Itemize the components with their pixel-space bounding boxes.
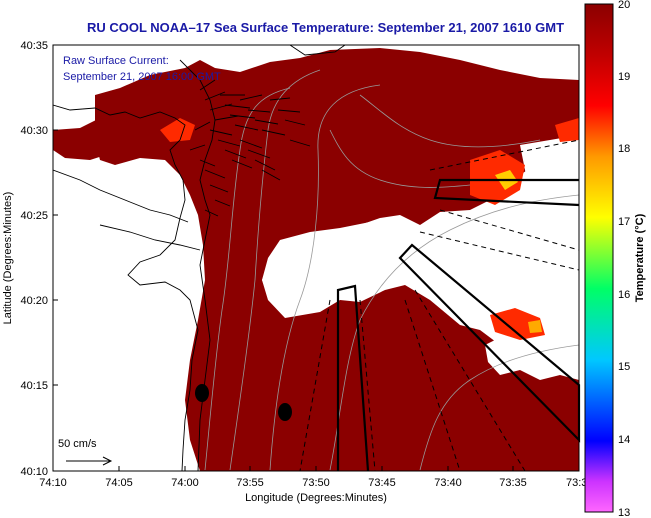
shipping-lane-lines (299, 139, 579, 471)
cloud-gap-center (262, 215, 579, 310)
annotation-line-1: Raw Surface Current: (63, 55, 169, 67)
colorbar-tick-label: 19 (618, 71, 630, 83)
colorbar-tick-label: 14 (618, 434, 630, 446)
colorbar-tick-label: 17 (618, 216, 630, 228)
colorbar-tick-label: 13 (618, 507, 630, 518)
x-tick-label: 73:3 (566, 477, 587, 489)
warm-patch-upper-left (160, 118, 195, 142)
cloud-gap-east (520, 135, 579, 205)
colorbar: 20 19 18 17 16 15 14 13 Temperature (°C) (584, 0, 646, 518)
coastline (53, 45, 346, 471)
warm-patch-east-small (555, 118, 579, 142)
x-axis-label: Longitude (Degrees:Minutes) (245, 492, 387, 504)
current-scale-label: 50 cm/s (58, 438, 97, 450)
x-tick-label: 73:55 (236, 477, 264, 489)
y-tick-label: 40:25 (20, 210, 48, 222)
sst-water-region (95, 48, 579, 471)
map-title: RU COOL NOAA–17 Sea Surface Temperature:… (86, 20, 565, 35)
x-tick-label: 73:35 (499, 477, 527, 489)
station-marker-east (278, 403, 292, 421)
annotation-line-2: September 21, 2007 16:00 GMT (63, 71, 221, 83)
sst-water-upper-left (53, 118, 150, 160)
y-tick-label: 40:30 (20, 125, 48, 137)
y-tick-label: 40:10 (20, 466, 48, 478)
x-axis: 74:10 74:05 74:00 73:55 73:50 73:45 73:4… (39, 466, 587, 504)
x-tick-label: 73:45 (368, 477, 396, 489)
colorbar-tick-label: 18 (618, 143, 630, 155)
hot-patch-south-east (528, 320, 542, 333)
y-axis-label: Latitude (Degrees:Minutes) (2, 192, 14, 325)
colorbar-tick-label: 16 (618, 289, 630, 301)
colorbar-label: Temperature (°C) (634, 213, 646, 302)
y-axis: 40:35 40:30 40:25 40:20 40:15 40:10 Lati… (2, 40, 58, 478)
colorbar-gradient (584, 3, 614, 513)
station-marker-west (195, 384, 209, 402)
y-tick-label: 40:15 (20, 380, 48, 392)
y-tick-label: 40:20 (20, 295, 48, 307)
x-tick-label: 74:00 (171, 477, 199, 489)
surface-current-vectors (189, 79, 311, 217)
sst-field (53, 45, 579, 471)
colorbar-tick-label: 15 (618, 361, 630, 373)
current-scale-arrow (66, 456, 113, 466)
bathymetry-contours (204, 69, 579, 471)
y-tick-label: 40:35 (20, 40, 48, 52)
x-tick-label: 74:05 (105, 477, 133, 489)
x-tick-label: 73:40 (434, 477, 462, 489)
x-tick-label: 74:10 (39, 477, 67, 489)
colorbar-tick-label: 20 (618, 0, 630, 11)
x-tick-label: 73:50 (302, 477, 330, 489)
